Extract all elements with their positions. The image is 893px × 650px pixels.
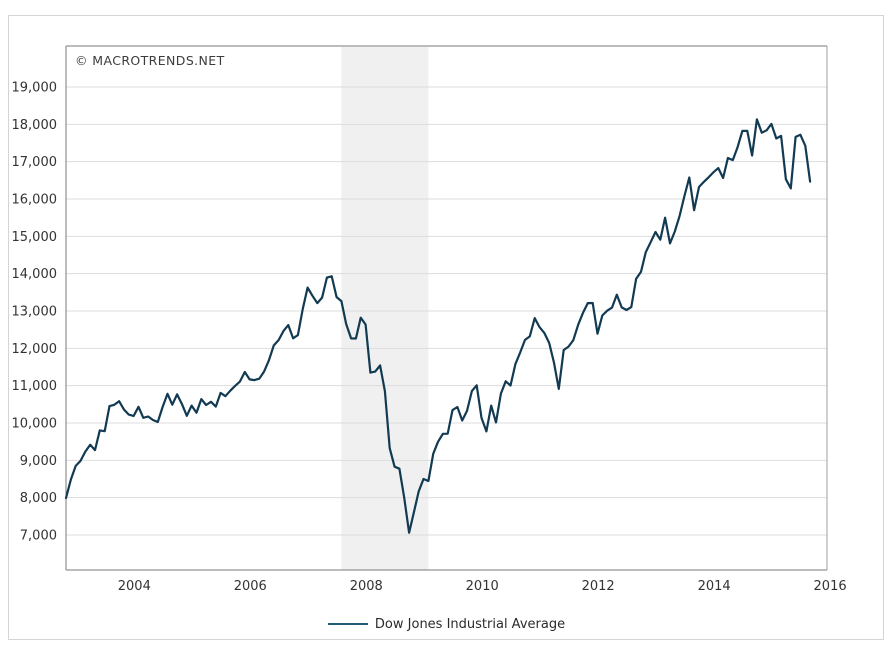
x-tick-label: 2016 [814, 579, 847, 594]
y-tick-label: 16,000 [12, 192, 58, 207]
y-tick-label: 18,000 [12, 118, 58, 133]
x-tick-label: 2014 [698, 579, 731, 594]
y-tick-label: 12,000 [12, 342, 58, 357]
x-tick-label: 2010 [466, 579, 499, 594]
legend-line-swatch [327, 623, 368, 625]
y-tick-label: 17,000 [12, 155, 58, 170]
y-tick-label: 14,000 [12, 267, 58, 282]
y-tick-label: 8,000 [20, 491, 57, 506]
x-tick-label: 2008 [350, 579, 383, 594]
watermark: © MACROTRENDS.NET [75, 53, 225, 68]
y-axis-labels: 7,000 8,000 9,000 10,000 11,000 12,000 13,000 1… [12, 80, 58, 543]
y-tick-label: 13,000 [12, 305, 58, 320]
y-tick-label: 19,000 [12, 80, 58, 95]
y-tick-label: 9,000 [20, 454, 57, 469]
x-axis-labels: 2004 2006 2008 2010 2012 2014 2016 [118, 579, 847, 594]
x-tick-label: 2004 [118, 579, 151, 594]
plot-border-layer [65, 45, 828, 571]
plot-area[interactable] [66, 46, 827, 570]
dow-jones-line [64, 118, 812, 534]
legend-label: Dow Jones Industrial Average [374, 616, 566, 632]
gridline-layer [66, 86, 827, 536]
recession-band [341, 47, 429, 570]
recession-band-layer [341, 47, 429, 570]
y-tick-label: 11,000 [12, 379, 58, 394]
y-tick-label: 15,000 [12, 230, 58, 245]
series-layer [64, 118, 812, 534]
x-tick-label: 2012 [582, 579, 615, 594]
y-tick-label: 7,000 [20, 529, 57, 544]
y-tick-label: 10,000 [12, 417, 58, 432]
chart-frame [8, 15, 884, 640]
x-tick-label: 2006 [234, 579, 267, 594]
legend: Dow Jones Industrial Average [0, 612, 893, 636]
